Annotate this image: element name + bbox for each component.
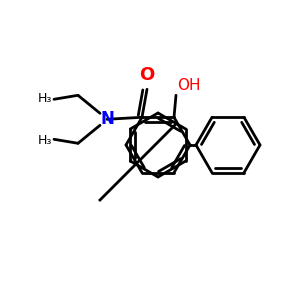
Text: O: O bbox=[140, 66, 154, 84]
Text: H₃: H₃ bbox=[38, 92, 52, 105]
Text: H₃: H₃ bbox=[38, 134, 52, 147]
Text: OH: OH bbox=[177, 78, 200, 93]
Text: N: N bbox=[100, 110, 114, 128]
